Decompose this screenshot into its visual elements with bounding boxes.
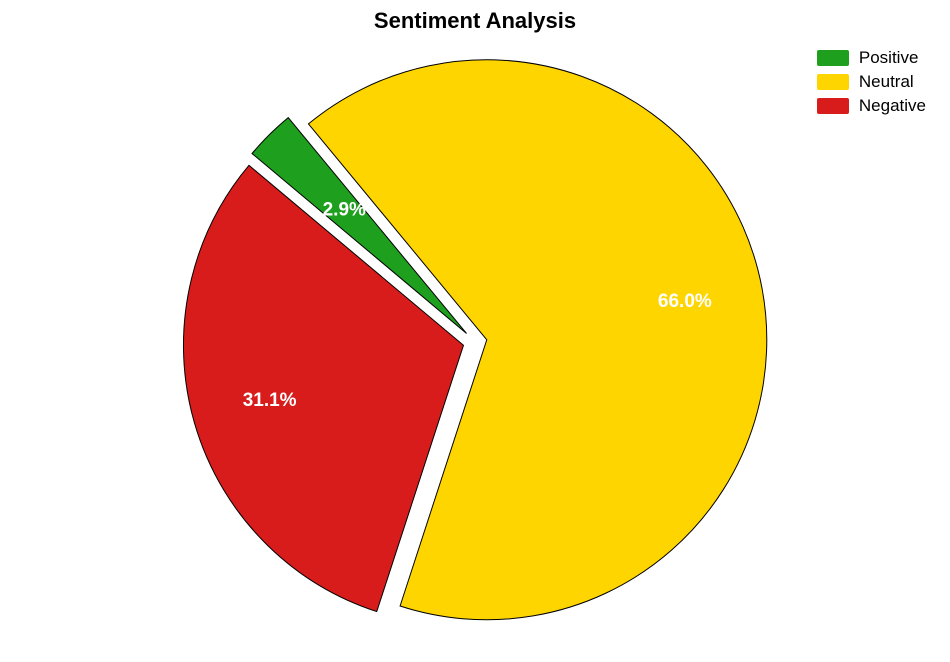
pie-label-negative: 31.1% (243, 390, 297, 411)
pie-chart: 2.9% 66.0% 31.1% (0, 0, 950, 662)
pie-label-positive: 2.9% (323, 199, 366, 220)
pie-label-neutral: 66.0% (658, 291, 712, 312)
